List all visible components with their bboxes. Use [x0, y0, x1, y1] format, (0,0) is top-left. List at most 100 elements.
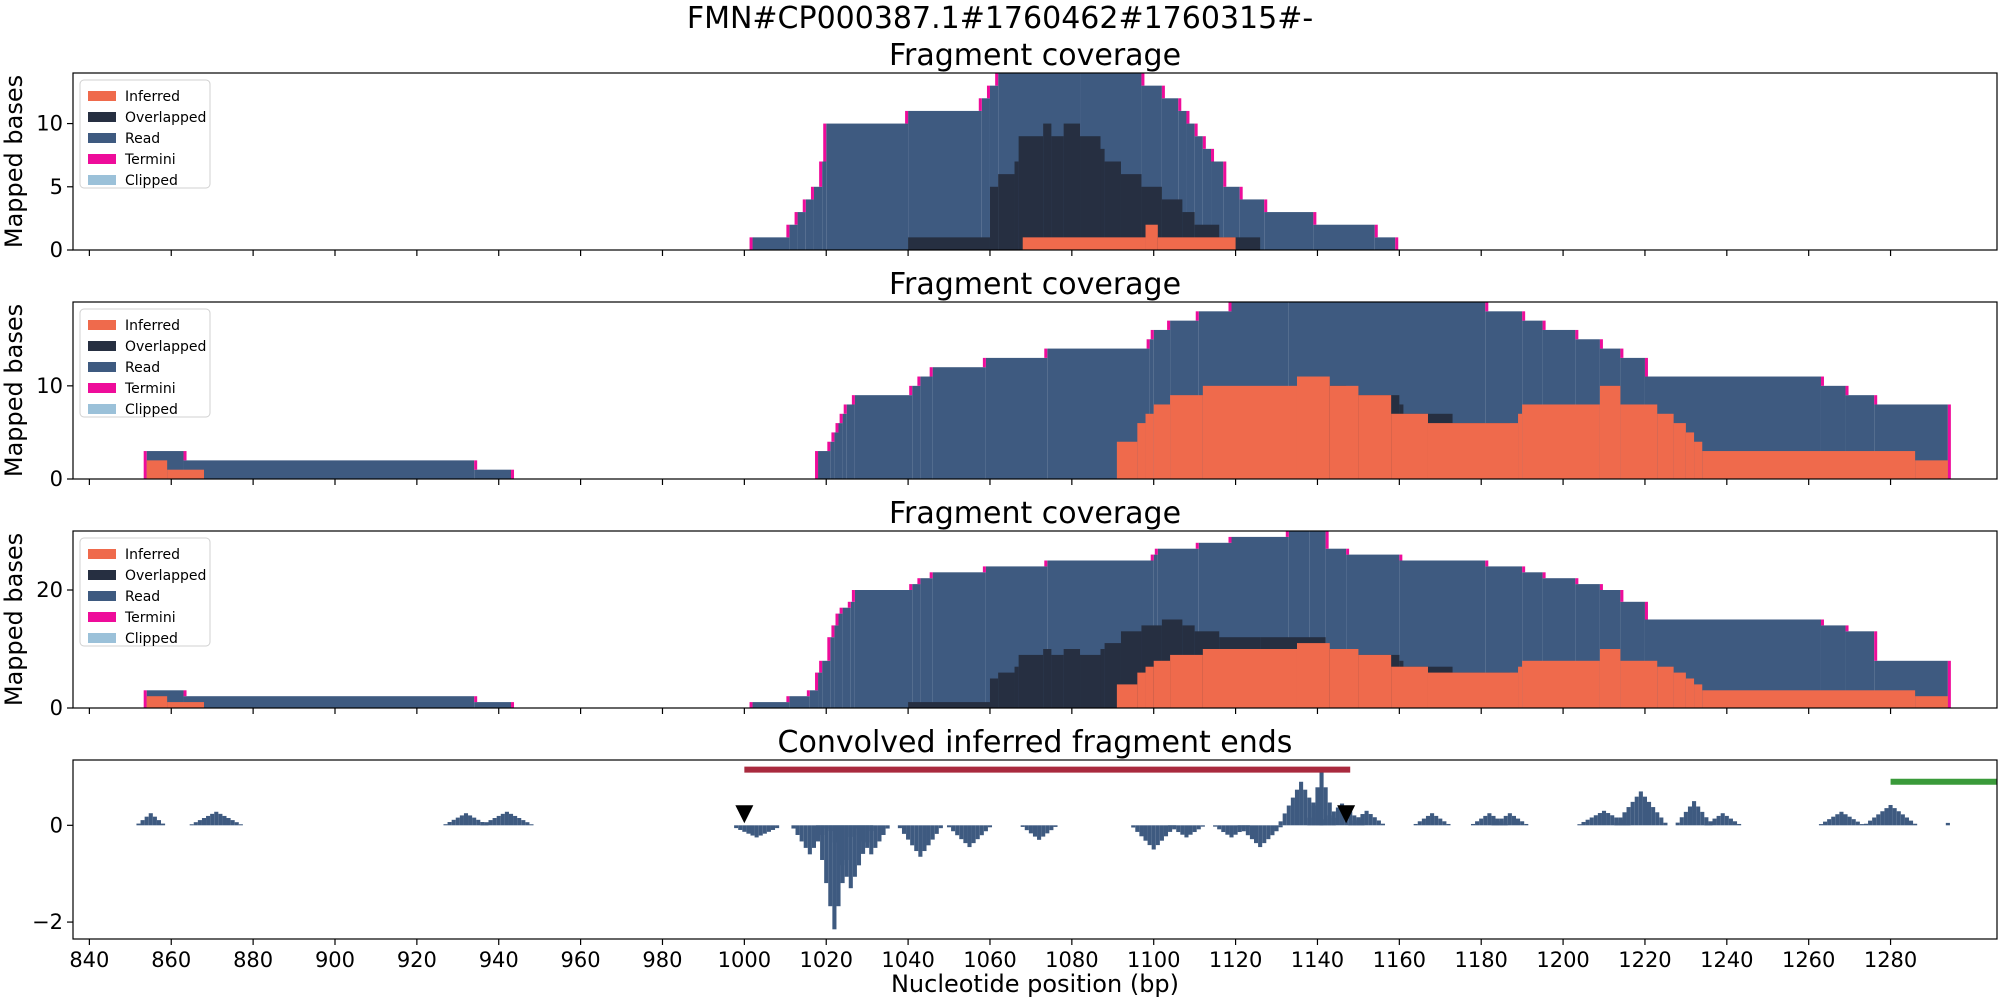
read-segment	[1149, 339, 1154, 479]
convolved-bar	[869, 825, 874, 855]
convolved-bar	[1286, 805, 1291, 826]
convolved-bar	[1495, 821, 1500, 826]
x-tick-label: 920	[397, 948, 437, 972]
read-segment	[1374, 237, 1396, 250]
convolved-bar	[1589, 817, 1594, 826]
termini-mark	[839, 413, 843, 424]
convolved-bar	[468, 815, 473, 826]
convolved-bar	[1225, 825, 1230, 835]
convolved-bar	[856, 825, 862, 866]
y-tick-label: 20	[36, 578, 63, 602]
x-tick-label: 1040	[881, 948, 934, 972]
convolved-bar	[1855, 821, 1860, 826]
inferred-segment	[1296, 643, 1330, 708]
convolved-bar	[938, 825, 943, 829]
legend-label: Inferred	[125, 547, 180, 563]
convolved-bar	[1307, 817, 1312, 826]
convolved-bar	[918, 825, 923, 857]
overlapped-segment	[1014, 161, 1019, 250]
convolved-bar	[1499, 818, 1504, 826]
termini-mark	[786, 224, 790, 238]
convolved-bar	[226, 818, 231, 826]
convolved-bar	[1360, 814, 1365, 826]
convolved-bar	[1188, 825, 1193, 835]
read-segment	[1186, 123, 1195, 250]
convolved-bar	[1368, 814, 1373, 826]
legend-swatch	[88, 633, 116, 643]
read-segment	[183, 460, 475, 479]
panel-2-frame	[72, 301, 1998, 480]
termini-mark	[1522, 311, 1526, 321]
inferred-segment	[1518, 666, 1523, 708]
convolved-bar	[1675, 822, 1680, 826]
convolved-bar	[488, 820, 493, 826]
panel-2-legend: Inferred Overlapped Read Termini Clipped	[79, 308, 211, 418]
panel-1: Fragment coverage Mapped bases 0 5 10 Inferre…	[0, 38, 1998, 262]
termini-mark	[1239, 186, 1243, 200]
convolved-bar	[807, 825, 812, 855]
read-segment	[797, 212, 806, 250]
legend-swatch	[88, 362, 116, 372]
termini-mark	[1211, 148, 1215, 162]
legend-swatch	[88, 404, 116, 414]
convolved-bar	[1696, 806, 1701, 826]
inferred-segment	[1599, 385, 1621, 479]
overlapped-segment	[1043, 123, 1052, 250]
termini-mark	[909, 385, 913, 396]
termini-mark	[1395, 237, 1399, 250]
convolved-bar	[1335, 807, 1340, 826]
convolved-bar	[1135, 825, 1140, 832]
convolved-bar	[210, 813, 215, 826]
read-segment	[854, 590, 913, 708]
termini-mark	[1346, 548, 1350, 555]
termini-mark	[143, 451, 147, 479]
convolved-bar	[1614, 822, 1619, 826]
inferred-segment	[1116, 441, 1138, 479]
inferred-segment	[1170, 395, 1203, 479]
convolved-bar	[750, 825, 755, 836]
convolved-bar	[1679, 817, 1684, 826]
x-tick-label: 1020	[799, 948, 852, 972]
inferred-segment	[1358, 395, 1392, 479]
termini-mark	[929, 367, 933, 377]
convolved-bar	[1483, 815, 1488, 826]
convolved-bar	[1053, 825, 1058, 827]
convolved-bar	[1192, 825, 1197, 833]
convolved-bar	[975, 825, 980, 840]
convolved-bar	[193, 822, 198, 826]
read-segment	[830, 637, 835, 708]
inferred-segment	[1022, 237, 1146, 250]
y-tick-label: 0	[50, 696, 63, 720]
termini-mark	[986, 85, 990, 99]
termini-mark	[806, 690, 810, 697]
overlapped-segment	[908, 702, 990, 708]
overlapped-segment	[1043, 649, 1052, 708]
convolved-bar	[1651, 807, 1656, 826]
convolved-bar	[1577, 824, 1582, 826]
legend-label: Overlapped	[125, 110, 206, 126]
convolved-bar	[1278, 821, 1283, 826]
legend-label: Clipped	[125, 402, 178, 418]
convolved-bar	[979, 825, 984, 836]
convolved-bar	[775, 825, 780, 829]
convolved-bar	[897, 825, 902, 829]
convolved-bar	[1249, 825, 1255, 840]
convolved-bar	[1610, 815, 1615, 826]
convolved-bar	[234, 822, 239, 826]
termini-mark	[183, 451, 187, 461]
convolved-bar	[1487, 813, 1492, 826]
convolved-bar	[1254, 825, 1259, 844]
x-tick-label: 860	[151, 948, 191, 972]
convolved-bar	[201, 818, 207, 826]
termini-mark	[917, 578, 921, 585]
read-segment	[809, 690, 819, 708]
y-tick-label: −2	[32, 910, 63, 934]
x-tick-label: 1080	[1045, 948, 1098, 972]
termini-mark	[1154, 548, 1158, 555]
read-segment	[932, 367, 986, 479]
convolved-bar	[1413, 823, 1418, 826]
convolved-bar	[500, 813, 505, 826]
termini-mark	[1285, 531, 1289, 537]
convolved-bar	[1859, 824, 1864, 826]
